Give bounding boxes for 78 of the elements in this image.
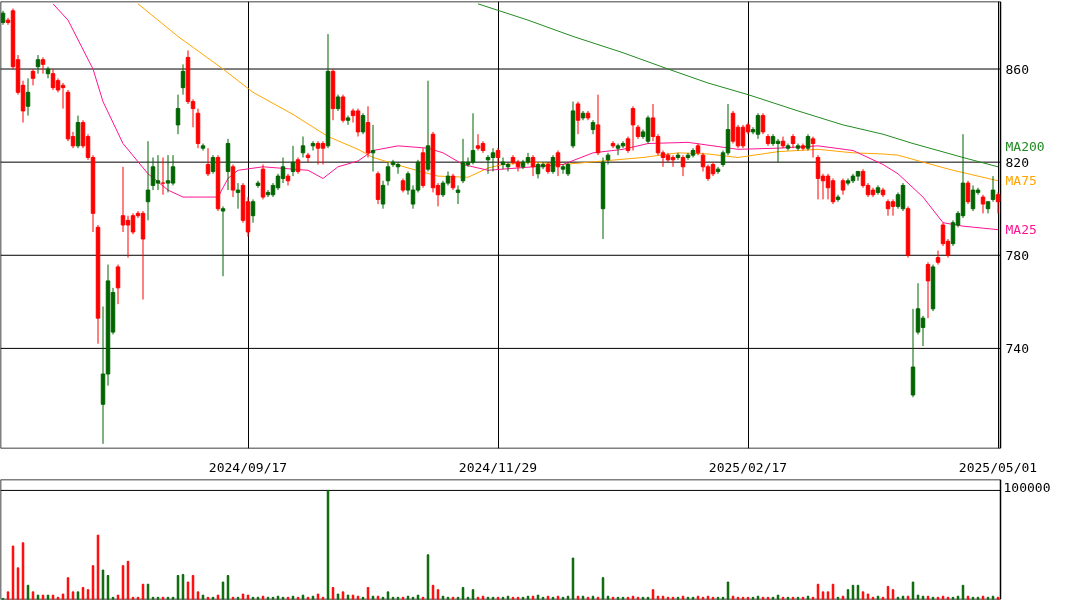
candlestick: [470, 112, 476, 165]
candlestick: [300, 136, 306, 158]
candlestick: [175, 94, 181, 135]
candlestick: [475, 133, 481, 151]
candlestick: [490, 147, 496, 172]
candlestick: [815, 154, 821, 200]
candlestick: [615, 143, 621, 156]
candlestick: [360, 112, 366, 135]
x-tick-label: 2025/05/01: [958, 459, 1038, 475]
y-tick-label: 860: [1005, 61, 1029, 77]
candlestick: [50, 68, 56, 91]
candlestick: [555, 150, 561, 177]
candlestick: [165, 154, 171, 193]
line-series: [137, 3, 999, 182]
candlestick: [925, 261, 931, 319]
line-series: [477, 3, 999, 168]
series-label: MA75: [1005, 173, 1037, 189]
candlestick: [970, 184, 976, 212]
candlestick: [130, 212, 136, 235]
candlestick: [210, 154, 216, 175]
candlestick: [315, 140, 321, 165]
candlestick: [320, 140, 326, 165]
candlestick: [455, 184, 461, 205]
candlestick: [495, 147, 501, 170]
y-tick-label: 740: [1005, 340, 1029, 356]
candlestick: [965, 180, 971, 205]
candlestick: [885, 198, 891, 217]
candlestick: [915, 282, 921, 335]
candlestick: [290, 145, 296, 177]
candlestick: [760, 112, 766, 135]
candlestick: [355, 108, 361, 138]
candlestick: [250, 198, 256, 224]
candlestick: [825, 173, 831, 200]
candlestick: [980, 194, 986, 214]
candlestick: [995, 191, 1001, 214]
candlestick: [890, 198, 896, 217]
x-tick-label: 2024/09/17: [208, 459, 288, 475]
x-tick-label: 2025/02/17: [708, 459, 788, 475]
candlestick: [145, 140, 151, 221]
candlestick: [170, 154, 176, 186]
y-tick-label: 780: [1005, 247, 1029, 263]
candlestick: [155, 154, 161, 191]
series-label: MA25: [1005, 222, 1037, 238]
candlestick: [120, 166, 126, 233]
candlestick: [115, 264, 121, 305]
candlestick: [35, 54, 41, 75]
candlestick: [830, 177, 836, 205]
text: 100000: [1003, 479, 1051, 495]
candlestick: [385, 161, 391, 186]
candlestick: [125, 215, 131, 259]
candlestick: [280, 156, 286, 184]
candlestick: [630, 105, 636, 151]
candlestick: [460, 138, 466, 184]
candlestick: [160, 156, 166, 196]
candlestick: [755, 112, 761, 140]
candlestick: [150, 156, 156, 191]
candlestick: [30, 68, 36, 86]
candlestick: [235, 182, 241, 210]
candlestick: [380, 180, 386, 210]
candlestick: [25, 77, 31, 117]
candlestick: [575, 101, 581, 135]
candlestick: [500, 156, 506, 170]
series-label: MA200: [1005, 138, 1045, 154]
line-series: [52, 3, 999, 231]
candlestick: [990, 175, 996, 203]
candlestick: [345, 115, 351, 126]
x-tick-label: 2024/11/29: [458, 459, 538, 475]
candlestick: [935, 250, 941, 266]
candlestick: [340, 94, 346, 124]
candlestick: [230, 163, 236, 198]
candlestick: [645, 115, 651, 145]
candlestick: [40, 56, 46, 75]
candlestick: [425, 80, 431, 172]
candlestick: [810, 136, 816, 158]
candlestick: [560, 163, 566, 175]
candlestick: [550, 154, 556, 175]
candlestick: [220, 205, 226, 277]
y-tick-label: 820: [1005, 154, 1029, 170]
